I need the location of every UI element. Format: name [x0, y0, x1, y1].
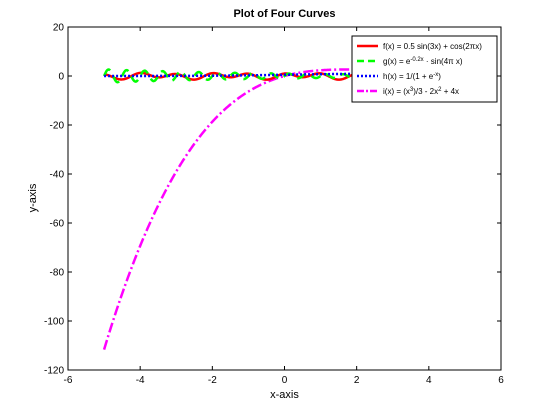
y-tick-label: -100	[44, 317, 64, 328]
x-tick-label: 2	[354, 375, 360, 386]
ticks	[67, 26, 502, 371]
series-line-3	[102, 46, 466, 350]
legend-entry-0: f(x) = 0.5 sin(3x) + cos(2πx)	[383, 42, 482, 51]
y-tick-label: -60	[50, 219, 65, 230]
y-tick-label: -20	[50, 121, 65, 132]
legend-entry-2: h(x) = 1/(1 + e-x)	[383, 72, 441, 81]
y-tick-label: -40	[50, 170, 65, 181]
legend-entry-1: g(x) = e-0.2x · sin(4π x)	[383, 57, 463, 66]
x-tick-label: -2	[208, 375, 217, 386]
y-tick-label: 0	[58, 72, 64, 83]
x-tick-label: 4	[426, 375, 432, 386]
chart-title: Plot of Four Curves	[233, 8, 335, 20]
legend-entry-3: i(x) = (x3)/3 - 2x2 + 4x	[383, 87, 459, 96]
x-axis-label: x-axis	[270, 389, 299, 401]
y-axis-label: y-axis	[27, 183, 39, 212]
y-tick-label: -120	[44, 366, 64, 377]
x-tick-label: -4	[136, 375, 145, 386]
x-tick-label: 6	[498, 375, 504, 386]
y-tick-label: -80	[50, 268, 65, 279]
x-tick-label: -6	[64, 375, 73, 386]
legend: f(x) = 0.5 sin(3x) + cos(2πx) g(x) = e-0.…	[351, 35, 498, 103]
y-tick-label: 20	[53, 23, 65, 34]
x-tick-label: 0	[282, 375, 288, 386]
